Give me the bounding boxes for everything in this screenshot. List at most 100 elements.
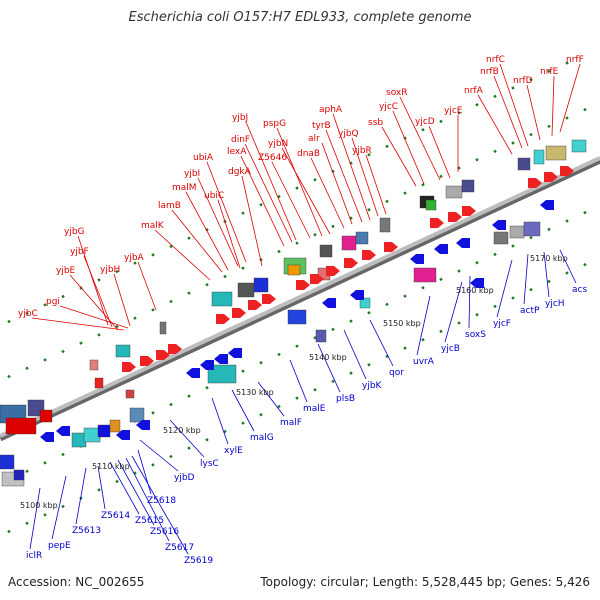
leader-line — [217, 199, 241, 269]
gene-label-acs: acs — [572, 285, 587, 295]
forward-gene-arrow — [248, 300, 262, 310]
tick-mark — [43, 461, 47, 465]
leader-line — [551, 75, 555, 137]
forward-gene-arrow — [448, 212, 462, 222]
leader-line — [154, 229, 211, 281]
gene-label-pepE: pepE — [48, 541, 71, 551]
leader-line — [543, 251, 550, 298]
gene-block — [97, 424, 111, 438]
tick-mark — [25, 366, 29, 370]
gene-label-yjcH: yjcH — [545, 299, 565, 309]
gene-block — [493, 231, 509, 245]
leader-line — [109, 461, 140, 515]
leader-line — [245, 121, 297, 241]
gene-block — [315, 329, 327, 343]
leader-line — [399, 96, 441, 181]
leader-line — [125, 457, 170, 542]
tick-mark — [25, 521, 29, 525]
forward-gene-arrow — [462, 206, 476, 216]
leader-line — [343, 329, 367, 380]
tick-mark — [79, 341, 83, 345]
tick-mark — [223, 274, 227, 279]
gene-label-yjbN: yjbN — [268, 139, 288, 149]
kbp-label: 5140 kbp — [309, 353, 347, 362]
gene-label-yjcE: yjcE — [444, 106, 463, 116]
gene-label-yjbI: yjbI — [184, 169, 200, 179]
tick-mark — [223, 429, 227, 434]
gene-block — [445, 185, 463, 199]
tick-mark — [97, 278, 101, 282]
gene-block — [287, 309, 307, 325]
leader-line — [325, 129, 363, 223]
leader-line — [77, 235, 109, 326]
tick-mark — [25, 311, 29, 315]
tick-mark — [241, 266, 245, 270]
gene-label-yjcC: yjcC — [379, 102, 398, 112]
tick-mark — [565, 116, 569, 120]
gene-block — [287, 264, 301, 276]
leader-line — [171, 209, 223, 273]
leader-line — [131, 455, 189, 555]
gene-label-yjcD: yjcD — [415, 117, 435, 127]
gene-block — [509, 225, 525, 239]
gene-label-lysC: lysC — [200, 459, 219, 469]
leader-line — [559, 249, 577, 284]
tick-mark — [439, 277, 443, 282]
gene-label-plsB: plsB — [336, 394, 355, 404]
gene-label-ubiC: ubiC — [204, 191, 224, 201]
gene-label-xylE: xylE — [224, 446, 243, 456]
gene-label-nrfC: nrfC — [486, 55, 505, 65]
tick-mark — [511, 141, 515, 145]
tick-mark — [547, 279, 551, 284]
tick-mark — [511, 86, 515, 90]
forward-gene-arrow — [216, 314, 230, 324]
map-title: Escherichia coli O157:H7 EDL933, complet… — [128, 10, 472, 25]
tick-mark — [547, 227, 551, 232]
gene-label-yjbR: yjbR — [352, 146, 372, 156]
tick-mark — [475, 102, 479, 107]
forward-gene-arrow — [362, 250, 376, 260]
leader-line — [185, 191, 229, 271]
tick-mark — [151, 308, 155, 312]
forward-gene-arrow — [296, 280, 310, 290]
tick-mark — [61, 294, 65, 299]
tick-mark — [61, 452, 65, 457]
gene-label-nrfB: nrfB — [480, 67, 499, 77]
tick-mark — [421, 127, 425, 132]
kbp-label: 5150 kbp — [383, 319, 421, 328]
leader-line — [477, 94, 513, 155]
tick-mark — [169, 402, 173, 407]
gene-label-nrfE: nrfE — [540, 67, 559, 77]
gene-block — [0, 454, 15, 470]
tick-mark — [7, 319, 11, 324]
tick-mark — [367, 207, 371, 212]
tick-mark — [151, 463, 155, 467]
reverse-gene-arrow — [200, 360, 214, 370]
gene-label-yjbA: yjbA — [124, 253, 145, 263]
leader-line — [416, 295, 431, 356]
gene-label-ssb: ssb — [368, 118, 383, 128]
leader-line — [493, 75, 523, 149]
forward-gene-arrow — [140, 356, 154, 366]
tick-mark — [259, 413, 263, 417]
leader-line — [211, 397, 229, 445]
leader-line — [271, 161, 311, 239]
tick-mark — [565, 219, 569, 223]
gene-label-iclR: iclR — [26, 551, 42, 561]
gene-block — [115, 344, 131, 358]
forward-gene-arrow — [310, 274, 324, 284]
kbp-label: 5110 kbp — [92, 462, 130, 471]
leader-line — [559, 63, 581, 133]
gene-block — [39, 409, 53, 423]
tick-mark — [259, 361, 263, 365]
gene-label-yjbJ: yjbJ — [232, 113, 248, 123]
kbp-axis-labels: 5100 kbp 5110 kbp 5120 kbp 5130 kbp 5140 kbp… — [20, 254, 568, 510]
leader-line — [257, 381, 285, 417]
tick-mark — [529, 132, 533, 137]
gene-block — [253, 277, 269, 293]
forward-gene-arrow — [122, 362, 136, 372]
tick-mark — [97, 333, 101, 337]
forward-gene-arrow — [262, 294, 276, 304]
tick-mark — [439, 119, 443, 124]
